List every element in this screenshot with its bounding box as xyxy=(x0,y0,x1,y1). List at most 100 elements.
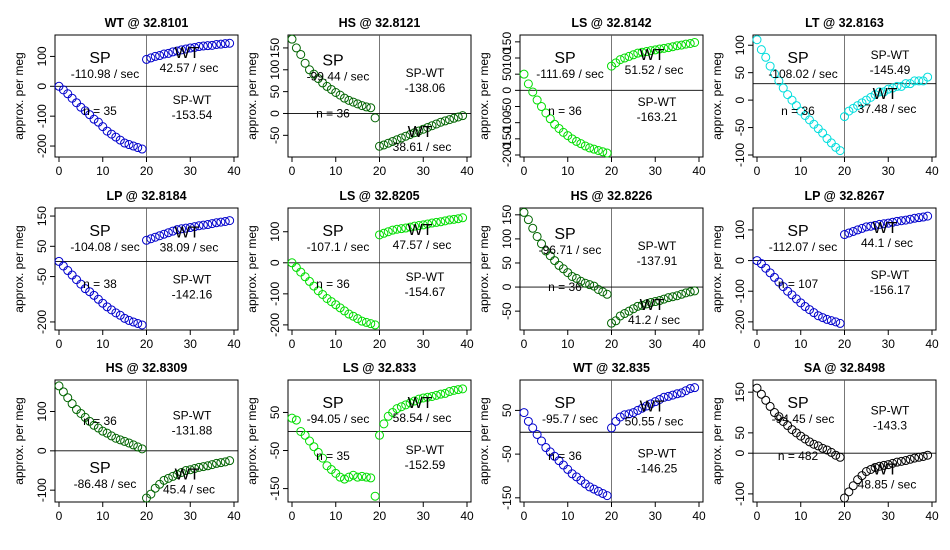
chart-title: HS @ 32.8309 xyxy=(106,361,188,375)
sp-point xyxy=(523,416,533,426)
sp-point xyxy=(822,445,832,455)
chart-panel-6: LS @ 32.8205 0 10 20 30 40 -200 -100 0 100 approx.… xyxy=(245,189,474,351)
wt-point xyxy=(216,458,226,468)
sp-point xyxy=(340,93,349,103)
sp-point xyxy=(63,393,73,403)
sp-point xyxy=(309,442,319,452)
x-tick-label: 10 xyxy=(96,164,110,178)
wt-label: WT xyxy=(873,462,898,479)
sp-point xyxy=(528,423,538,433)
wt-point xyxy=(866,464,876,474)
wt-point xyxy=(663,293,673,303)
chart-panel-1: WT @ 32.8101 0 10 20 30 40 -200 -100 0 100 approx.… xyxy=(12,16,241,178)
chart-panel-8: LP @ 32.8267 0 10 20 30 40 -200 -100 0 100 approx.… xyxy=(710,189,939,351)
sp-wt-value: -146.25 xyxy=(637,462,678,476)
wt-point xyxy=(181,44,191,54)
wt-point xyxy=(646,46,656,56)
sp-point xyxy=(765,401,775,411)
wt-point xyxy=(642,47,651,57)
wt-point xyxy=(650,297,660,307)
wt-rate: 38.61 / sec xyxy=(393,140,452,154)
wt-point xyxy=(150,232,160,242)
x-tick-label: 10 xyxy=(329,164,343,178)
sp-point xyxy=(835,146,845,156)
wt-point xyxy=(655,394,665,404)
sp-point xyxy=(528,223,538,233)
y-tick-label: -200 xyxy=(35,310,49,334)
wt-point xyxy=(159,49,169,59)
x-tick-label: 10 xyxy=(794,509,808,523)
wt-point xyxy=(923,211,933,221)
sp-point xyxy=(826,316,836,326)
wt-rate: 58.54 / sec xyxy=(393,411,452,425)
x-tick-label: 10 xyxy=(561,164,575,178)
y-tick-label: 0 xyxy=(733,257,747,264)
n-count: n = 36 xyxy=(316,106,350,120)
sp-point xyxy=(761,395,771,405)
wt-point xyxy=(436,217,446,227)
wt-point xyxy=(225,38,235,48)
sp-point xyxy=(124,315,134,325)
wt-point xyxy=(423,219,433,229)
wt-point xyxy=(905,214,915,224)
sp-point xyxy=(796,431,806,441)
wt-point xyxy=(866,92,876,102)
sp-point xyxy=(370,491,380,501)
sp-wt-value: -152.59 xyxy=(405,458,446,472)
wt-point xyxy=(901,215,911,225)
x-tick-label: 10 xyxy=(96,337,110,351)
sp-point xyxy=(532,95,542,105)
y-axis-label: approx. per meg xyxy=(12,397,26,484)
wt-point xyxy=(458,111,468,121)
wt-point xyxy=(857,223,867,233)
y-axis-label: approx. per meg xyxy=(710,397,724,484)
sp-point xyxy=(519,207,529,217)
wt-point xyxy=(220,216,230,226)
sp-point xyxy=(120,313,130,323)
sp-point xyxy=(831,317,841,327)
wt-point xyxy=(870,462,880,472)
y-axis-label: approx. per meg xyxy=(245,52,259,139)
sp-point xyxy=(580,278,590,288)
wt-point xyxy=(628,50,638,60)
sp-point xyxy=(761,263,771,273)
y-axis-label: approx. per meg xyxy=(477,52,491,139)
wt-point xyxy=(681,288,691,298)
wt-point xyxy=(194,221,204,231)
sp-point xyxy=(523,215,533,225)
wt-point xyxy=(383,227,393,237)
wt-point xyxy=(449,113,459,123)
wt-point xyxy=(620,53,630,63)
wt-point xyxy=(672,41,682,51)
wt-point xyxy=(177,45,186,55)
wt-point xyxy=(844,106,854,116)
sp-point xyxy=(576,139,586,149)
wt-point xyxy=(203,220,213,230)
wt-point xyxy=(168,47,178,57)
n-count: n = 35 xyxy=(316,449,350,463)
wt-label: WT xyxy=(640,47,665,64)
wt-point xyxy=(168,226,178,236)
wt-point xyxy=(677,289,686,299)
wt-point xyxy=(181,466,191,475)
x-tick-label: 40 xyxy=(227,337,241,351)
x-tick-label: 0 xyxy=(289,337,296,351)
wt-point xyxy=(220,39,230,49)
wt-point xyxy=(620,309,630,319)
wt-point xyxy=(392,224,402,234)
y-tick-label: 0 xyxy=(733,96,747,103)
wt-point xyxy=(190,222,200,232)
sp-point xyxy=(300,272,310,282)
wt-label: WT xyxy=(408,222,433,239)
wt-point xyxy=(431,390,441,400)
x-tick-label: 10 xyxy=(561,337,575,351)
wt-point xyxy=(414,126,424,136)
wt-point xyxy=(892,81,902,91)
n-count: n = 36 xyxy=(548,104,582,118)
wt-point xyxy=(375,230,384,240)
wt-point xyxy=(418,124,428,134)
wt-point xyxy=(388,225,398,235)
sp-wt-label: SP-WT xyxy=(173,93,212,107)
y-tick-label: 50 xyxy=(733,66,747,80)
